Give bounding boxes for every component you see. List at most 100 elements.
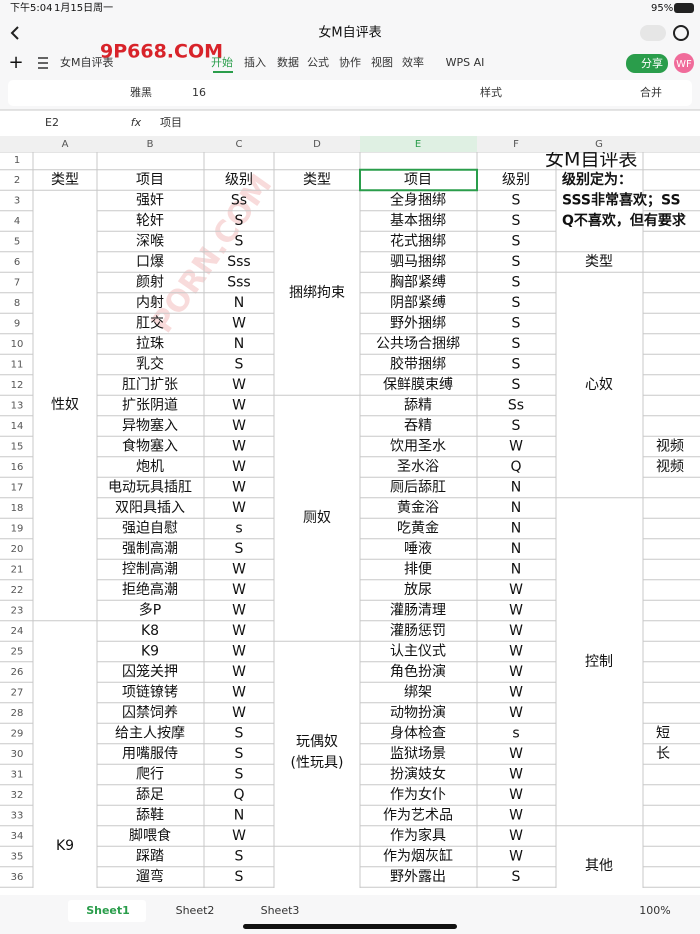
header-cell: 项目 xyxy=(404,172,432,188)
cell: 灌肠惩罚 xyxy=(390,623,446,639)
font-name[interactable]: 雅黑 xyxy=(130,85,152,99)
cell: S xyxy=(235,849,244,865)
cell: 扮演妓女 xyxy=(390,766,446,783)
ribbon-tab[interactable]: 开始 xyxy=(211,55,233,69)
ribbon-tab[interactable]: 协作 xyxy=(339,55,361,69)
row-number: 14 xyxy=(11,421,24,432)
cell: W xyxy=(232,316,246,332)
cell: W xyxy=(232,500,246,516)
cell: 绑架 xyxy=(404,685,432,701)
cell: 内射 xyxy=(136,295,164,311)
row-number: 27 xyxy=(11,688,24,699)
sheet-tab[interactable]: Sheet3 xyxy=(261,904,300,917)
avatar[interactable] xyxy=(674,53,694,73)
cell: W xyxy=(232,705,246,721)
header-cell: 项目 xyxy=(136,172,164,188)
cell: W xyxy=(232,664,246,680)
cell: 短 xyxy=(656,726,670,742)
ribbon-tab[interactable]: 视图 xyxy=(371,55,393,69)
cell: N xyxy=(234,295,244,311)
row-number: 21 xyxy=(11,565,24,576)
row-number: 29 xyxy=(11,729,24,740)
cell: 作为烟灰缸 xyxy=(383,848,453,865)
row-number: 22 xyxy=(11,585,24,596)
cell: W xyxy=(509,582,523,598)
cell: 视频 xyxy=(656,439,684,455)
row-number: 19 xyxy=(11,524,24,535)
share-button[interactable] xyxy=(626,54,668,73)
format-bar xyxy=(8,80,692,106)
cell: Sss xyxy=(227,254,250,270)
cell: 控制高潮 xyxy=(122,561,178,578)
group-label: 其他 xyxy=(585,858,613,874)
record-button[interactable] xyxy=(673,25,689,41)
zoom: 100% xyxy=(639,904,670,917)
row-number: 35 xyxy=(11,852,24,863)
row-number: 25 xyxy=(11,647,24,658)
cell: 吃黄金 xyxy=(397,520,439,537)
ribbon-tab[interactable]: 插入 xyxy=(244,55,266,69)
cell: 作为女仆 xyxy=(390,786,446,803)
styles[interactable]: 样式 xyxy=(480,85,502,99)
cell: 放尿 xyxy=(404,582,432,598)
ribbon-tab[interactable]: WPS AI xyxy=(446,56,485,69)
row-number: 10 xyxy=(11,339,24,350)
sheet-tab[interactable]: Sheet2 xyxy=(176,904,215,917)
cell: 给主人按摩 xyxy=(115,725,185,742)
cell: S xyxy=(512,213,521,229)
group-label: 玩偶奴 xyxy=(296,733,338,750)
cell: 野外捆绑 xyxy=(390,316,446,332)
back-button[interactable] xyxy=(10,26,19,40)
cell-ref: E2 xyxy=(45,116,59,129)
group-label: 心奴 xyxy=(585,376,613,393)
row-number: 31 xyxy=(11,770,24,781)
cell: S xyxy=(512,336,521,352)
group-label: 捆绑拘束 xyxy=(289,285,345,301)
note: Q不喜欢，但有要求 xyxy=(562,212,687,229)
cell: N xyxy=(511,562,521,578)
cell: 作为家具 xyxy=(390,827,446,844)
row-number: 13 xyxy=(11,401,24,412)
more-button[interactable] xyxy=(640,25,666,41)
row-number: 5 xyxy=(14,237,20,248)
cell: N xyxy=(234,808,244,824)
ribbon-tab[interactable]: 效率 xyxy=(402,55,424,69)
sheet-tab[interactable]: Sheet1 xyxy=(86,904,130,917)
row-number: 24 xyxy=(11,626,24,637)
cell: S xyxy=(512,316,521,332)
cell: W xyxy=(232,603,246,619)
add-icon[interactable]: + xyxy=(8,52,23,73)
menu-icon[interactable] xyxy=(38,57,48,69)
row-number: 34 xyxy=(11,831,24,842)
cell: 厕后舔肛 xyxy=(390,480,446,496)
cell: 轮奸 xyxy=(136,213,164,229)
cell: 肛交 xyxy=(136,315,164,332)
row-number: 33 xyxy=(11,811,24,822)
column-header: A xyxy=(62,139,69,150)
column-header: G xyxy=(595,139,603,150)
column-header: B xyxy=(147,139,154,150)
cell: W xyxy=(232,459,246,475)
share-label[interactable]: 分享 xyxy=(641,56,663,70)
ribbon-tab[interactable]: 数据 xyxy=(277,55,299,69)
ribbon-tab[interactable]: 公式 xyxy=(307,56,329,69)
cell: S xyxy=(235,767,244,783)
row-number: 30 xyxy=(11,749,24,760)
cell: S xyxy=(512,234,521,250)
cell: 舔足 xyxy=(136,787,164,803)
cell: 炮机 xyxy=(136,459,164,475)
cell: S xyxy=(512,193,521,209)
merge[interactable]: 合并 xyxy=(640,85,662,99)
column-header: E xyxy=(415,139,421,150)
row-number: 32 xyxy=(11,790,24,801)
cell: 颜射 xyxy=(136,275,164,291)
cell: 爬行 xyxy=(136,767,164,783)
font-size[interactable]: 16 xyxy=(192,86,206,99)
row-number: 18 xyxy=(11,503,24,514)
column-header-bg xyxy=(0,136,700,152)
active-sheet-tab[interactable] xyxy=(68,900,146,922)
row-number: 9 xyxy=(14,319,20,330)
cell: W xyxy=(232,418,246,434)
cell: W xyxy=(232,685,246,701)
